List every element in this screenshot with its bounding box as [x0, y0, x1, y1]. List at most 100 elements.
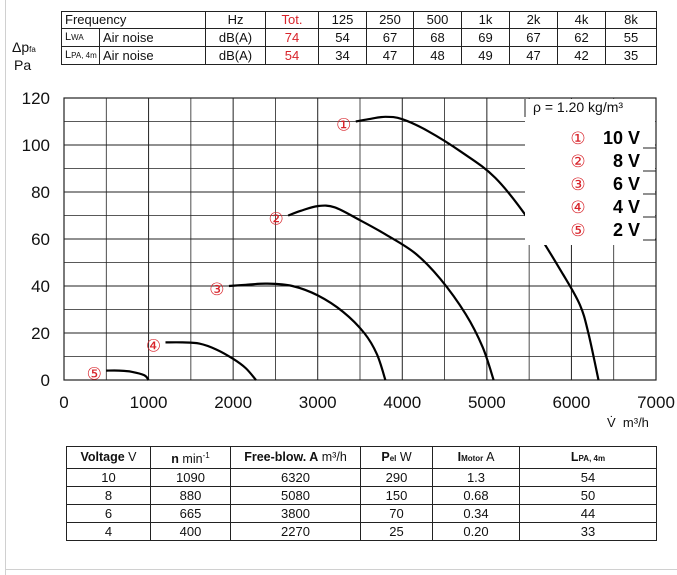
x-axis-unit: m³/h [622, 415, 649, 430]
spec-cell: 290 [360, 468, 433, 488]
fan-curve-chart: 0 1000 2000 3000 4000 5000 6000 7000 0 20 40 60 80 10… [22, 89, 675, 412]
spec-cell: 0.34 [432, 504, 520, 524]
spec-cell: 665 [150, 504, 231, 524]
spec-header-cell: Pel W [360, 445, 433, 470]
curve-2-v [106, 369, 150, 381]
y-tick-label: 20 [31, 324, 50, 343]
curve-10-v [355, 115, 600, 381]
legend-label: 6 V [613, 174, 640, 194]
curve-8-v [287, 204, 495, 381]
noise-value-cell: 250 [366, 11, 415, 29]
curve-marker: ⑤ [87, 365, 102, 384]
spec-cell: 2270 [230, 522, 361, 542]
noise-unit-cell: Hz [205, 11, 267, 29]
spec-row: 10 1090 6320 290 1.3 54 [66, 468, 657, 488]
legend-marker: ① [570, 129, 585, 148]
legend-background [525, 99, 655, 245]
x-tick-label: 4000 [383, 393, 421, 412]
spec-cell: 4 [66, 522, 151, 542]
noise-type-cell: Air noise [98, 46, 207, 65]
spec-header-cell: LPA, 4m [519, 445, 657, 470]
noise-value-cell: 500 [413, 11, 463, 29]
x-tick-label: 6000 [553, 393, 591, 412]
spec-cell: 1090 [150, 468, 231, 488]
x-axis-label: V̇ m³/h [607, 416, 649, 430]
x-axis-symbol: V̇ [607, 415, 616, 430]
y-tick-label: 60 [31, 230, 50, 249]
spec-row: 6 665 3800 70 0.34 44 [66, 504, 657, 524]
spec-cell: 25 [360, 522, 433, 542]
noise-label-cell: LPA, 4m [61, 46, 100, 65]
spec-cell: 10 [66, 468, 151, 488]
spec-header-cell: Free-blow. A m³/h [230, 445, 361, 470]
noise-unit-cell: dB(A) [205, 46, 267, 65]
x-tick-label: 5000 [468, 393, 506, 412]
noise-value-cell: 35 [605, 46, 658, 65]
spec-cell: 70 [360, 504, 433, 524]
y-tick-label: 100 [22, 136, 50, 155]
legend-marker: ② [570, 152, 585, 171]
curve-marker: ② [268, 210, 283, 229]
x-tick-label: 7000 [637, 393, 675, 412]
noise-value-cell: 55 [605, 28, 658, 47]
noise-value-cell: 48 [413, 46, 463, 65]
x-tick-label: 2000 [214, 393, 252, 412]
density-note: ρ = 1.20 kg/m³ [533, 99, 623, 115]
noise-value-cell: 62 [557, 28, 607, 47]
plot-area-border [63, 97, 657, 381]
legend-marker: ⑤ [570, 221, 585, 240]
noise-row: LPA, 4m Air noise dB(A) 54 34 47 48 49 47 42 35 [61, 46, 658, 65]
spec-row: 8 880 5080 150 0.68 50 [66, 486, 657, 506]
spec-cell: 33 [519, 522, 657, 542]
noise-total-cell: 54 [265, 46, 320, 65]
y-tick-label: 80 [31, 183, 50, 202]
y-axis-symbol: Δpfa [12, 39, 36, 55]
curve-4-v [165, 341, 257, 381]
noise-value-cell: 49 [461, 46, 511, 65]
noise-label-cell: Frequency [60, 11, 207, 29]
curve-marker: ③ [209, 280, 224, 299]
y-tick-label: 120 [22, 89, 50, 108]
chart-axes: 0 1000 2000 3000 4000 5000 6000 7000 0 20 40 60 80 10… [22, 89, 675, 412]
spec-cell: 6 [66, 504, 151, 524]
legend-marker: ④ [570, 198, 585, 217]
x-tick-label: 3000 [299, 393, 337, 412]
x-tick-label: 0 [59, 393, 68, 412]
spec-cell: 44 [519, 504, 657, 524]
noise-value-cell: 125 [318, 11, 368, 29]
noise-table: Frequency Hz Tot. 125 250 500 1k 2k 4k 8k LWA Air n… [60, 11, 658, 65]
legend-label: 4 V [613, 197, 640, 217]
spec-cell: 1.3 [432, 468, 520, 488]
chart-curves: ① ② ③ ④ ⑤ [87, 115, 600, 384]
spec-header-cell: IMotor A [432, 445, 520, 470]
noise-row: LWA Air noise dB(A) 74 54 67 68 69 67 62 55 [61, 28, 658, 47]
curve-marker: ① [336, 116, 351, 135]
spec-cell: 5080 [230, 486, 361, 506]
legend-label: 2 V [613, 220, 640, 240]
x-tick-label: 1000 [130, 393, 168, 412]
spec-cell: 0.68 [432, 486, 520, 506]
spec-cell: 6320 [230, 468, 361, 488]
noise-value-cell: 68 [413, 28, 463, 47]
spec-cell: 0.20 [432, 522, 520, 542]
spec-header-cell: Voltage V [66, 445, 151, 470]
noise-row: Frequency Hz Tot. 125 250 500 1k 2k 4k 8k [60, 11, 658, 29]
legend-label: 8 V [613, 151, 640, 171]
chart-legend: ρ = 1.20 kg/m³ ① 10 V ② 8 V ③ 6 V ④ 4 V ⑤ 2 V [524, 99, 656, 245]
spec-cell: 880 [150, 486, 231, 506]
noise-value-cell: 47 [366, 46, 415, 65]
spec-cell: 3800 [230, 504, 361, 524]
curve-6-v [228, 282, 387, 381]
spec-cell: 150 [360, 486, 433, 506]
y-axis-unit: Pa [14, 57, 32, 73]
spec-cell: 54 [519, 468, 657, 488]
y-tick-label: 0 [41, 371, 50, 390]
noise-type-cell: Air noise [98, 28, 207, 47]
legend-marker: ③ [570, 175, 585, 194]
frame-left-border [5, 0, 6, 575]
spec-cell: 8 [66, 486, 151, 506]
y-tick-label: 40 [31, 277, 50, 296]
frame-bottom-border [5, 569, 677, 570]
